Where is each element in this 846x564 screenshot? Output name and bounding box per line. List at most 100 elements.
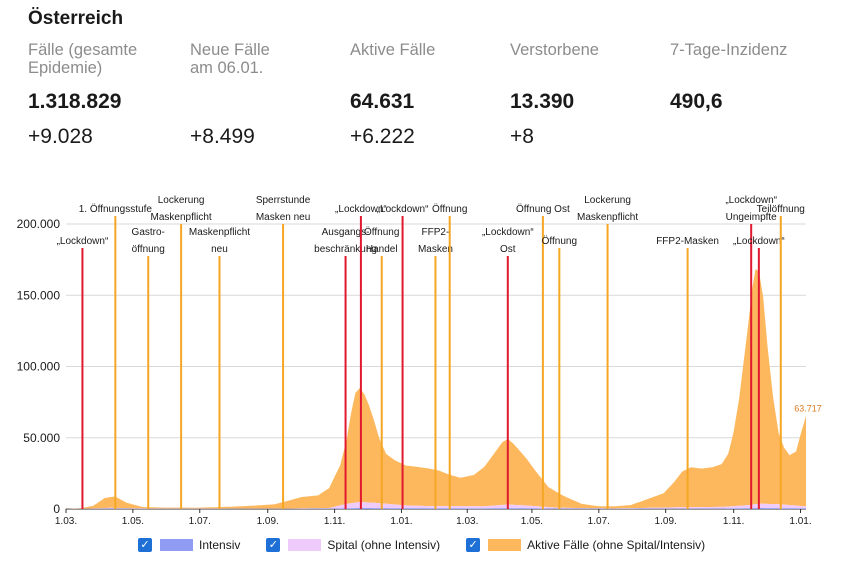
event-label-line: Ausgangs- (322, 227, 370, 238)
event-label-line: Ost (500, 244, 516, 255)
y-tick-label: 200.000 (17, 217, 61, 231)
event-label-line: Handel (366, 244, 398, 255)
x-tick-label: 1.07. (588, 516, 610, 527)
x-tick-label: 1.03. (55, 516, 77, 527)
event-label: „Lockdown“ Ost (482, 227, 534, 255)
legend-item-aktive-faelle[interactable]: ✓ Aktive Fälle (ohne Spital/Intensiv) (466, 538, 705, 552)
stat-value: 13.390 (510, 90, 575, 113)
x-tick-label: 1.05. (122, 516, 144, 527)
y-tick-label: 150.000 (17, 288, 61, 302)
end-value-label: 63.717 (794, 404, 822, 414)
stat-new-cases: Neue Fälle am 06.01. +8.499 (190, 41, 340, 151)
event-label-line: „Lockdown“ (725, 195, 777, 206)
event-label: „Lockdown“ (377, 204, 429, 215)
stat-value: 490,6 (670, 90, 723, 113)
event-label-line: öffnung (132, 244, 165, 255)
stat-delta: +8 (510, 125, 534, 148)
event-label: „Lockdown“ (57, 236, 109, 247)
legend-item-intensiv[interactable]: ✓ Intensiv (138, 538, 240, 552)
event-label-line: FFP2- (422, 227, 450, 238)
stat-active-cases: Aktive Fälle 64.631 +6.222 (350, 41, 500, 151)
event-label: FFP2- Masken (418, 227, 453, 255)
stat-deaths: Verstorbene 13.390 +8 (510, 41, 660, 151)
event-label-line: Öffnung (364, 226, 399, 238)
stat-incidence: 7-Tage-Inzidenz 490,6 (670, 41, 820, 123)
event-label: Lockerung Maskenpflicht (151, 195, 212, 223)
stat-label: Aktive Fälle (350, 41, 436, 59)
event-label: FFP2-Masken (656, 236, 719, 247)
event-label-line: Lockerung (158, 195, 205, 206)
checkbox-checked-icon[interactable]: ✓ (466, 538, 481, 552)
event-label-line: „Lockdown“ (482, 227, 534, 238)
event-label-line: Masken neu (256, 212, 310, 223)
y-tick-label: 100.000 (17, 360, 61, 374)
event-label: „Lockdown“ Ungeimpfte (725, 195, 777, 223)
event-label: Öffnung Ost (516, 203, 570, 215)
event-label: 1. Öffnungsstufe (79, 203, 153, 215)
stat-value: 64.631 (350, 90, 415, 113)
legend-item-spital[interactable]: ✓ Spital (ohne Intensiv) (266, 538, 440, 552)
y-tick-label: 0 (53, 502, 60, 516)
stat-label: Fälle (gesamte Epidemie) (28, 41, 138, 77)
legend-swatch (288, 539, 322, 551)
stat-value: 1.318.829 (28, 90, 122, 113)
stat-delta: +6.222 (350, 125, 415, 148)
event-label-line: „Lockdown“ (335, 204, 387, 215)
event-label: „Lockdown“ (733, 236, 785, 247)
event-label-line: Ungeimpfte (726, 212, 778, 223)
event-label: Öffnung Handel (364, 226, 399, 255)
event-label-line: Öffnung (432, 203, 467, 215)
event-label-line: Öffnung Ost (516, 203, 570, 215)
x-tick-label: 1.03. (456, 516, 478, 527)
event-label-line: „Lockdown“ (57, 236, 109, 247)
event-label: Öffnung (542, 235, 577, 247)
x-tick-label: 1.11. (324, 516, 346, 527)
event-label: Öffnung (432, 203, 467, 215)
event-label: Ausgangs-beschränkung (314, 227, 377, 255)
stat-label: Neue Fälle am 06.01. (190, 41, 270, 77)
event-label-line: FFP2-Masken (656, 236, 719, 247)
event-label-line: Lockerung (584, 195, 631, 206)
page-title: Österreich (28, 8, 124, 29)
x-tick-label: 1.07. (189, 516, 211, 527)
checkbox-checked-icon[interactable]: ✓ (138, 538, 152, 552)
stat-total-cases: Fälle (gesamte Epidemie) 1.318.829 +9.02… (28, 41, 178, 151)
event-label-line: neu (211, 244, 228, 255)
event-label-line: beschränkung (314, 244, 377, 255)
event-label: Teilöffnung (757, 204, 805, 215)
event-label-line: „Lockdown“ (733, 236, 785, 247)
event-label-line: Maskenpflicht (189, 227, 250, 238)
stat-delta: +9.028 (28, 125, 93, 148)
event-label-line: Maskenpflicht (151, 212, 212, 223)
event-label-line: „Lockdown“ (377, 204, 429, 215)
legend-label: Spital (ohne Intensiv) (327, 538, 441, 552)
stat-label: Verstorbene (510, 41, 599, 59)
stat-label: 7-Tage-Inzidenz (670, 41, 788, 59)
event-label-line: 1. Öffnungsstufe (79, 203, 153, 215)
legend-swatch (488, 539, 522, 551)
x-tick-label: 1.09. (257, 516, 279, 527)
legend-label: Aktive Fälle (ohne Spital/Intensiv) (527, 538, 706, 552)
legend-swatch (160, 539, 193, 551)
x-tick-label: 1.01. (390, 516, 412, 527)
area-aktive-faelle (66, 269, 806, 509)
event-label: Gastro-öffnung (132, 227, 165, 255)
event-label: Lockerung Maskenpflicht (577, 195, 638, 223)
event-label: „Lockdown“ (335, 204, 387, 215)
checkbox-checked-icon[interactable]: ✓ (266, 538, 281, 552)
event-label-line: Masken (418, 244, 453, 255)
event-label: Sperrstunde Masken neu (256, 195, 311, 223)
event-label-line: Sperrstunde (256, 195, 311, 206)
x-tick-label: 1.09. (655, 516, 677, 527)
event-label-line: Teilöffnung (757, 204, 805, 215)
chart-legend: ✓ Intensiv ✓ Spital (ohne Intensiv) ✓ Ak… (138, 536, 731, 554)
x-tick-label: 1.01. (789, 516, 811, 527)
x-tick-label: 1.11. (723, 516, 745, 527)
stat-delta: +8.499 (190, 125, 255, 148)
x-tick-label: 1.05. (521, 516, 543, 527)
event-label-line: Gastro- (132, 227, 165, 238)
y-tick-label: 50.000 (23, 431, 60, 445)
legend-label: Intensiv (199, 538, 241, 552)
event-label: Maskenpflicht neu (189, 227, 250, 255)
